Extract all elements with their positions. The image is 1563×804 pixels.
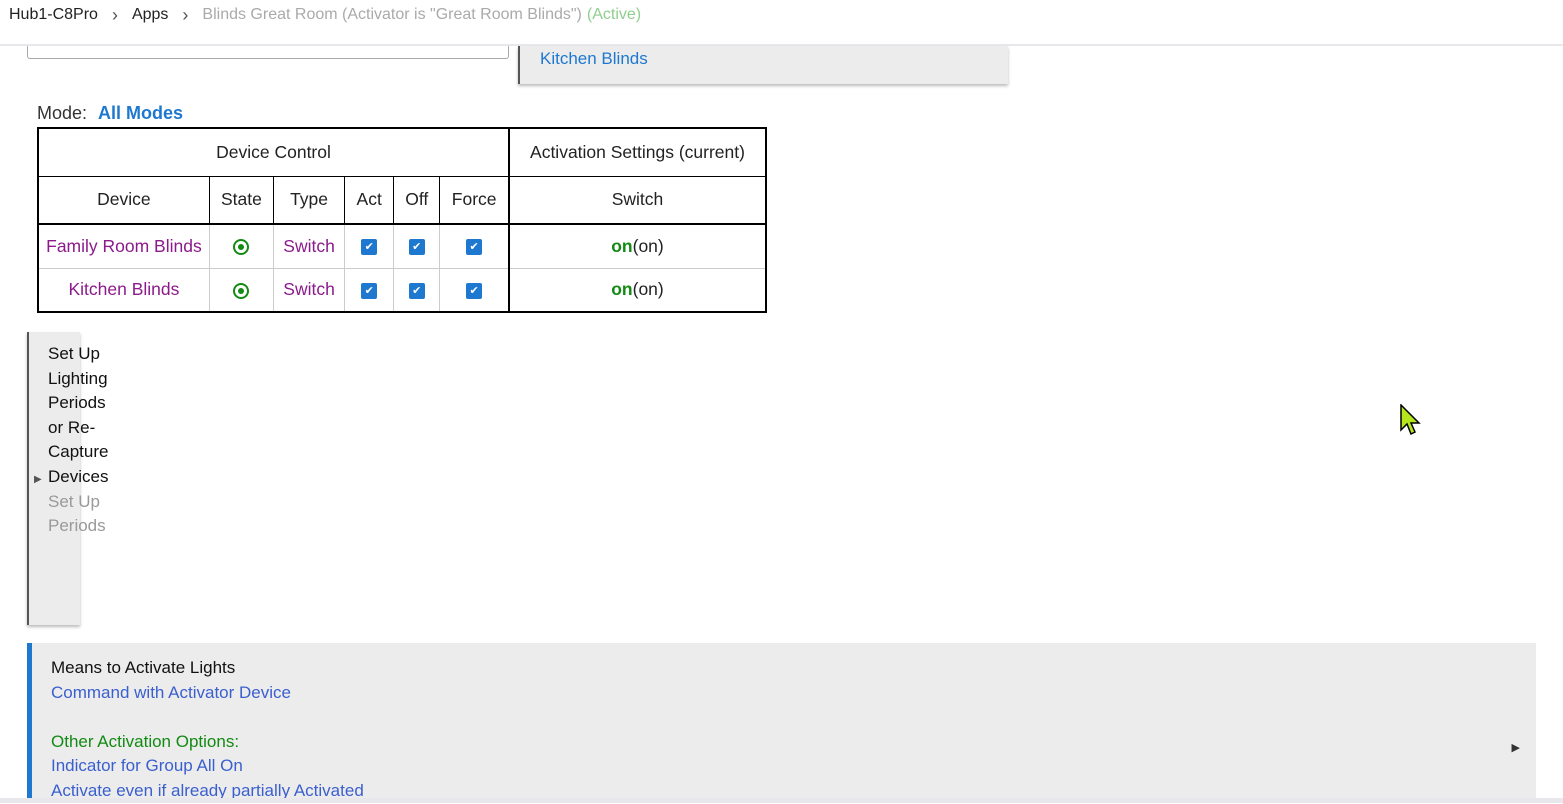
switch-current: (on) — [632, 279, 664, 300]
off-checkbox[interactable]: ✔ — [408, 282, 425, 299]
table-row: Family Room Blinds Switch ✔ ✔ ✔ on(on) — [37, 223, 767, 269]
status-badge: (Active) — [586, 6, 642, 23]
act-cell: ✔ — [344, 223, 395, 269]
option-item: Indicator for Group All On — [51, 756, 243, 776]
off-cell: ✔ — [393, 223, 441, 269]
device-link[interactable]: Family Room Blinds — [37, 223, 210, 269]
type-link[interactable]: Switch — [272, 267, 346, 313]
switch-setting[interactable]: on(on) — [508, 267, 767, 313]
means-value: Command with Activator Device — [51, 682, 291, 702]
table-row: Kitchen Blinds Switch ✔ ✔ ✔ on(on) — [37, 267, 767, 313]
force-checkbox[interactable]: ✔ — [466, 239, 483, 256]
device-control-table: Device Control Activation Settings (curr… — [37, 127, 767, 313]
setup-periods-title: Set Up Lighting Periods or Re-Capture De… — [48, 344, 109, 486]
force-cell: ✔ — [439, 223, 510, 269]
means-to-activate-section[interactable]: Means to Activate Lights Command with Ac… — [27, 643, 1536, 803]
force-checkbox[interactable]: ✔ — [466, 282, 483, 299]
chevron-right-icon: › — [182, 4, 189, 25]
off-checkbox[interactable]: ✔ — [408, 239, 425, 256]
bottom-divider — [0, 798, 1563, 803]
state-cell — [208, 267, 274, 313]
switch-value: on — [611, 279, 633, 300]
off-cell: ✔ — [393, 267, 441, 313]
state-on-icon — [233, 239, 250, 256]
triangle-right-icon: ▶ — [34, 474, 42, 485]
col-switch: Switch — [508, 175, 767, 225]
act-cell: ✔ — [344, 267, 395, 313]
col-device: Device — [37, 175, 210, 225]
breadcrumb-page: Blinds Great Room (Activator is "Great R… — [202, 6, 582, 23]
state-on-icon — [233, 282, 250, 299]
state-cell — [208, 223, 274, 269]
activation-settings-header: Activation Settings (current) — [508, 127, 767, 177]
mode-value-link[interactable]: All Modes — [98, 103, 184, 123]
type-link[interactable]: Switch — [272, 223, 346, 269]
option-item: Activate even if already partially Activ… — [51, 780, 364, 800]
device-select-input[interactable] — [27, 46, 509, 59]
switch-current: (on) — [632, 235, 664, 256]
triangle-right-icon: ▶ — [1511, 742, 1520, 754]
means-title: Means to Activate Lights — [51, 658, 236, 677]
switch-setting[interactable]: on(on) — [508, 223, 767, 269]
col-act: Act — [344, 175, 395, 225]
col-type: Type — [272, 175, 346, 225]
mode-label: Mode: — [37, 103, 88, 123]
col-state: State — [208, 175, 274, 225]
force-cell: ✔ — [439, 267, 510, 313]
act-checkbox[interactable]: ✔ — [361, 239, 378, 256]
breadcrumb-apps[interactable]: Apps — [131, 6, 169, 23]
col-off: Off — [393, 175, 441, 225]
setup-periods-subtitle: Set Up Periods — [48, 491, 106, 536]
act-checkbox[interactable]: ✔ — [361, 282, 378, 299]
setup-periods-button[interactable]: ▶ Set Up Lighting Periods or Re-Capture … — [27, 332, 108, 625]
mouse-cursor-icon — [1400, 404, 1421, 436]
switch-value: on — [611, 235, 633, 256]
device-link[interactable]: Kitchen Blinds — [37, 267, 210, 313]
breadcrumb-hub[interactable]: Hub1-C8Pro — [9, 6, 98, 23]
device-option-label: Kitchen Blinds — [540, 49, 648, 68]
device-control-header: Device Control — [37, 127, 510, 177]
other-options-label: Other Activation Options: — [51, 731, 240, 751]
mode-selector: Mode: All Modes — [37, 103, 183, 124]
device-dropdown-option[interactable]: Kitchen Blinds — [518, 46, 1008, 84]
col-force: Force — [439, 175, 510, 225]
breadcrumb: Hub1-C8Pro › Apps › Blinds Great Room (A… — [0, 0, 1563, 46]
chevron-right-icon: › — [111, 4, 118, 25]
